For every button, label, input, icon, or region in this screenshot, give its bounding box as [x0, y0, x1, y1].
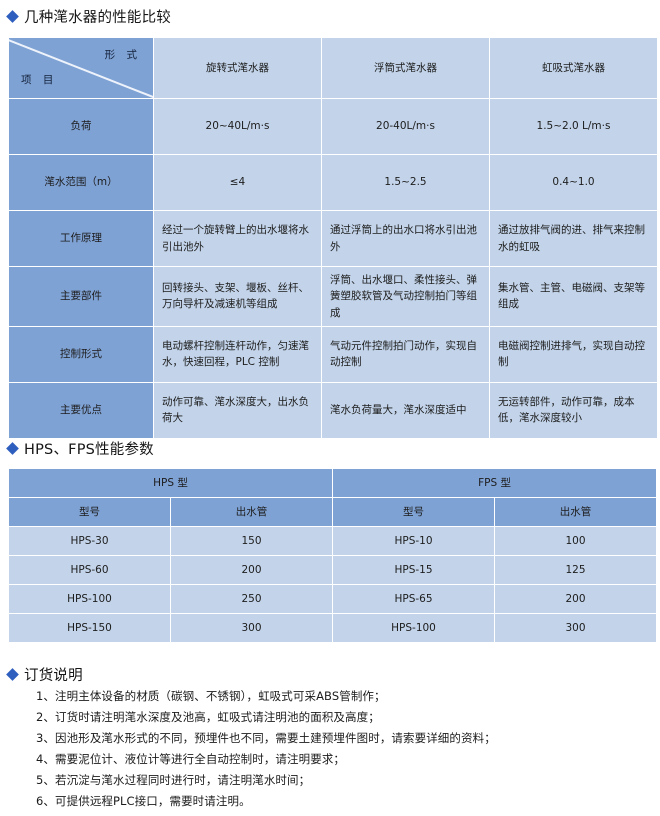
- table-row: HPS-100 250 HPS-65 200: [9, 585, 657, 613]
- list-item: 5、若沉淀与滗水过程同时进行时，请注明滗水时间；: [36, 773, 311, 787]
- row-cell: 20-40L/m·s: [322, 99, 489, 154]
- group-header-fps: FPS 型: [333, 469, 657, 497]
- list-item: 3、因池形及滗水形式的不同，预埋件也不同，需要土建预埋件图时，请索要详细的资料；: [36, 731, 496, 745]
- list-item: 2、订货时请注明滗水深度及池高，虹吸式请注明池的面积及高度；: [36, 710, 380, 724]
- row-cell: 无运转部件，动作可靠，成本低，滗水深度较小: [490, 382, 657, 438]
- row-cell: 气动元件控制拍门动作，实现自动控制: [322, 326, 489, 382]
- table-row: 负荷 20~40L/m·s 20-40L/m·s 1.5~2.0 L/m·s: [9, 99, 657, 154]
- table-header-row: 型号 出水管 型号 出水管: [9, 498, 657, 526]
- row-label: 滗水范围（m）: [9, 155, 153, 210]
- row-cell: HPS-65: [333, 585, 495, 613]
- table-row: HPS-60 200 HPS-15 125: [9, 556, 657, 584]
- row-cell: 浮筒、出水堰口、柔性接头、弹簧塑胶软管及气动控制拍门等组成: [322, 267, 489, 326]
- table-row: 滗水范围（m） ≤4 1.5~2.5 0.4~1.0: [9, 155, 657, 210]
- column-header: 型号: [9, 498, 170, 526]
- corner-split-cell: 形 式 项 目: [9, 38, 153, 98]
- row-cell: 1.5~2.0 L/m·s: [490, 99, 657, 154]
- row-cell: 电磁阀控制进排气，实现自动控制: [490, 326, 657, 382]
- list-item: 1、注明主体设备的材质（碳钢、不锈钢），虹吸式可采ABS管制作；: [36, 689, 386, 703]
- list-item: 6、可提供远程PLC接口，需要时请注明。: [36, 794, 251, 808]
- row-cell: 通过放排气阀的进、排气来控制水的虹吸: [490, 211, 657, 266]
- ordering-notes-list: 1、注明主体设备的材质（碳钢、不锈钢），虹吸式可采ABS管制作； 2、订货时请注…: [0, 686, 660, 812]
- row-cell: 200: [495, 585, 657, 613]
- diamond-bullet-icon: [6, 10, 19, 23]
- table-row: HPS-150 300 HPS-100 300: [9, 614, 657, 642]
- row-cell: HPS-10: [333, 527, 495, 555]
- section-heading-comparison: 几种滗水器的性能比较: [0, 6, 171, 27]
- row-cell: 回转接头、支架、堰板、丝杆、万向导杆及减速机等组成: [154, 267, 321, 326]
- row-cell: 滗水负荷量大，滗水深度适中: [322, 382, 489, 438]
- diamond-bullet-icon: [6, 668, 19, 681]
- row-cell: HPS-100: [333, 614, 495, 642]
- table-row: 主要部件 回转接头、支架、堰板、丝杆、万向导杆及减速机等组成 浮筒、出水堰口、柔…: [9, 267, 657, 326]
- row-label: 控制形式: [9, 326, 153, 382]
- row-cell: 经过一个旋转臂上的出水堰将水引出池外: [154, 211, 321, 266]
- row-label: 主要优点: [9, 382, 153, 438]
- row-cell: 125: [495, 556, 657, 584]
- diamond-bullet-icon: [6, 442, 19, 455]
- corner-col-label: 形 式: [104, 49, 141, 61]
- corner-row-label: 项 目: [21, 73, 58, 86]
- column-header: 出水管: [495, 498, 657, 526]
- section-heading-comparison-label: 几种滗水器的性能比较: [24, 10, 171, 26]
- row-cell: HPS-150: [9, 614, 170, 642]
- table-row: 控制形式 电动螺杆控制连杆动作，匀速滗水，快速回程，PLC 控制 气动元件控制拍…: [9, 326, 657, 382]
- column-header-1: 旋转式滗水器: [154, 38, 321, 98]
- row-cell: 1.5~2.5: [322, 155, 489, 210]
- row-cell: 300: [171, 614, 333, 642]
- row-cell: HPS-30: [9, 527, 170, 555]
- table-row: 主要优点 动作可靠、滗水深度大，出水负荷大 滗水负荷量大，滗水深度适中 无运转部…: [9, 382, 657, 438]
- row-cell: 250: [171, 585, 333, 613]
- group-header-hps: HPS 型: [9, 469, 333, 497]
- row-cell: 20~40L/m·s: [154, 99, 321, 154]
- row-cell: 电动螺杆控制连杆动作，匀速滗水，快速回程，PLC 控制: [154, 326, 321, 382]
- hps-fps-table: HPS 型 FPS 型 型号 出水管 型号 出水管 HPS-30 150 HPS…: [8, 468, 658, 643]
- row-cell: 150: [171, 527, 333, 555]
- section-heading-ordering: 订货说明: [0, 664, 83, 685]
- row-label: 主要部件: [9, 267, 153, 326]
- row-cell: 300: [495, 614, 657, 642]
- column-header-2: 浮筒式滗水器: [322, 38, 489, 98]
- list-item: 4、需要泥位计、液位计等进行全自动控制时，请注明要求；: [36, 752, 346, 766]
- row-cell: HPS-15: [333, 556, 495, 584]
- row-cell: HPS-60: [9, 556, 170, 584]
- row-cell: 100: [495, 527, 657, 555]
- row-label: 负荷: [9, 99, 153, 154]
- column-header: 出水管: [171, 498, 333, 526]
- table-header-row: 形 式 项 目 旋转式滗水器 浮筒式滗水器 虹吸式滗水器: [9, 38, 657, 98]
- column-header: 型号: [333, 498, 495, 526]
- section-heading-hps-fps-label: HPS、FPS性能参数: [24, 442, 154, 458]
- row-label: 工作原理: [9, 211, 153, 266]
- table-row: HPS-30 150 HPS-10 100: [9, 527, 657, 555]
- row-cell: 动作可靠、滗水深度大，出水负荷大: [154, 382, 321, 438]
- row-cell: 通过浮筒上的出水口将水引出池外: [322, 211, 489, 266]
- row-cell: 集水管、主管、电磁阀、支架等组成: [490, 267, 657, 326]
- table-row: 工作原理 经过一个旋转臂上的出水堰将水引出池外 通过浮筒上的出水口将水引出池外 …: [9, 211, 657, 266]
- table-group-header-row: HPS 型 FPS 型: [9, 469, 657, 497]
- column-header-3: 虹吸式滗水器: [490, 38, 657, 98]
- row-cell: 200: [171, 556, 333, 584]
- section-heading-hps-fps: HPS、FPS性能参数: [0, 438, 154, 459]
- row-cell: HPS-100: [9, 585, 170, 613]
- row-cell: ≤4: [154, 155, 321, 210]
- row-cell: 0.4~1.0: [490, 155, 657, 210]
- section-heading-ordering-label: 订货说明: [24, 668, 83, 684]
- comparison-table: 形 式 项 目 旋转式滗水器 浮筒式滗水器 虹吸式滗水器 负荷 20~40L/m…: [8, 37, 658, 439]
